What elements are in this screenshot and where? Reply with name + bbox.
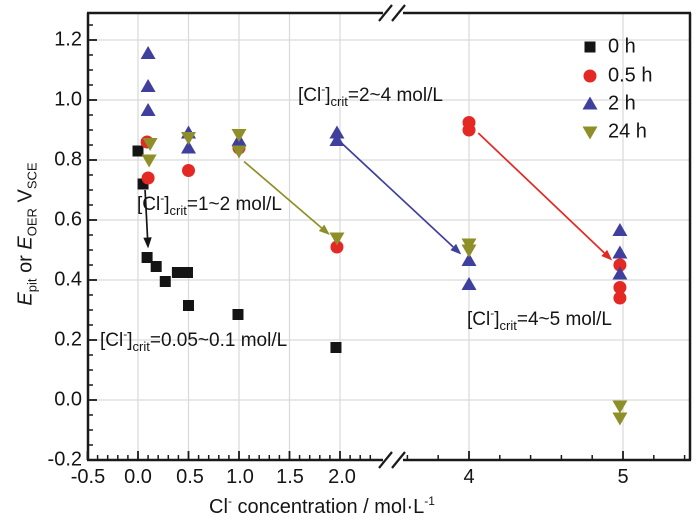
- x-tick-label: -0.5: [70, 466, 106, 488]
- x-tick-label: 0.5: [176, 466, 204, 488]
- x-tick-label: 0.0: [124, 466, 152, 488]
- legend-label-24h: 24 h: [608, 120, 647, 143]
- x-tick-label: 2.0: [328, 466, 356, 488]
- y-axis-title: Epit or EOER VSCE: [14, 162, 40, 306]
- x-tick-label: 1.5: [276, 466, 304, 488]
- annotation-clcrit-0.05-0.1: [Cl-]crit=0.05~0.1 mol/L: [100, 327, 288, 354]
- y-tick-label: 0.6: [54, 208, 82, 231]
- x-tick-label: 4: [463, 466, 475, 488]
- y-tick-label: 0.8: [54, 148, 82, 171]
- y-tick-label: 0.2: [54, 328, 82, 351]
- y-tick-label: 1.0: [54, 88, 82, 111]
- y-tick-label: 0.0: [54, 388, 82, 411]
- legend-label-2h: 2 h: [608, 92, 636, 115]
- x-axis-title: Cl- concentration / mol·L-1: [209, 493, 435, 518]
- y-tick-label: 0.4: [54, 268, 82, 291]
- y-tick-label: -0.2: [47, 448, 82, 471]
- y-tick-label: 1.2: [54, 28, 82, 51]
- legend-label-0h: 0 h: [608, 35, 636, 58]
- x-tick-label: 1.0: [226, 466, 254, 488]
- annotation-clcrit-4-5: [Cl-]crit=4~5 mol/L: [467, 306, 612, 333]
- annotation-clcrit-1-2: [Cl-]crit=1~2 mol/L: [137, 191, 282, 218]
- annotation-clcrit-2-4: [Cl-]crit=2~4 mol/L: [298, 82, 443, 109]
- x-tick-label: 5: [617, 466, 629, 488]
- legend-label-05h: 0.5 h: [608, 64, 653, 87]
